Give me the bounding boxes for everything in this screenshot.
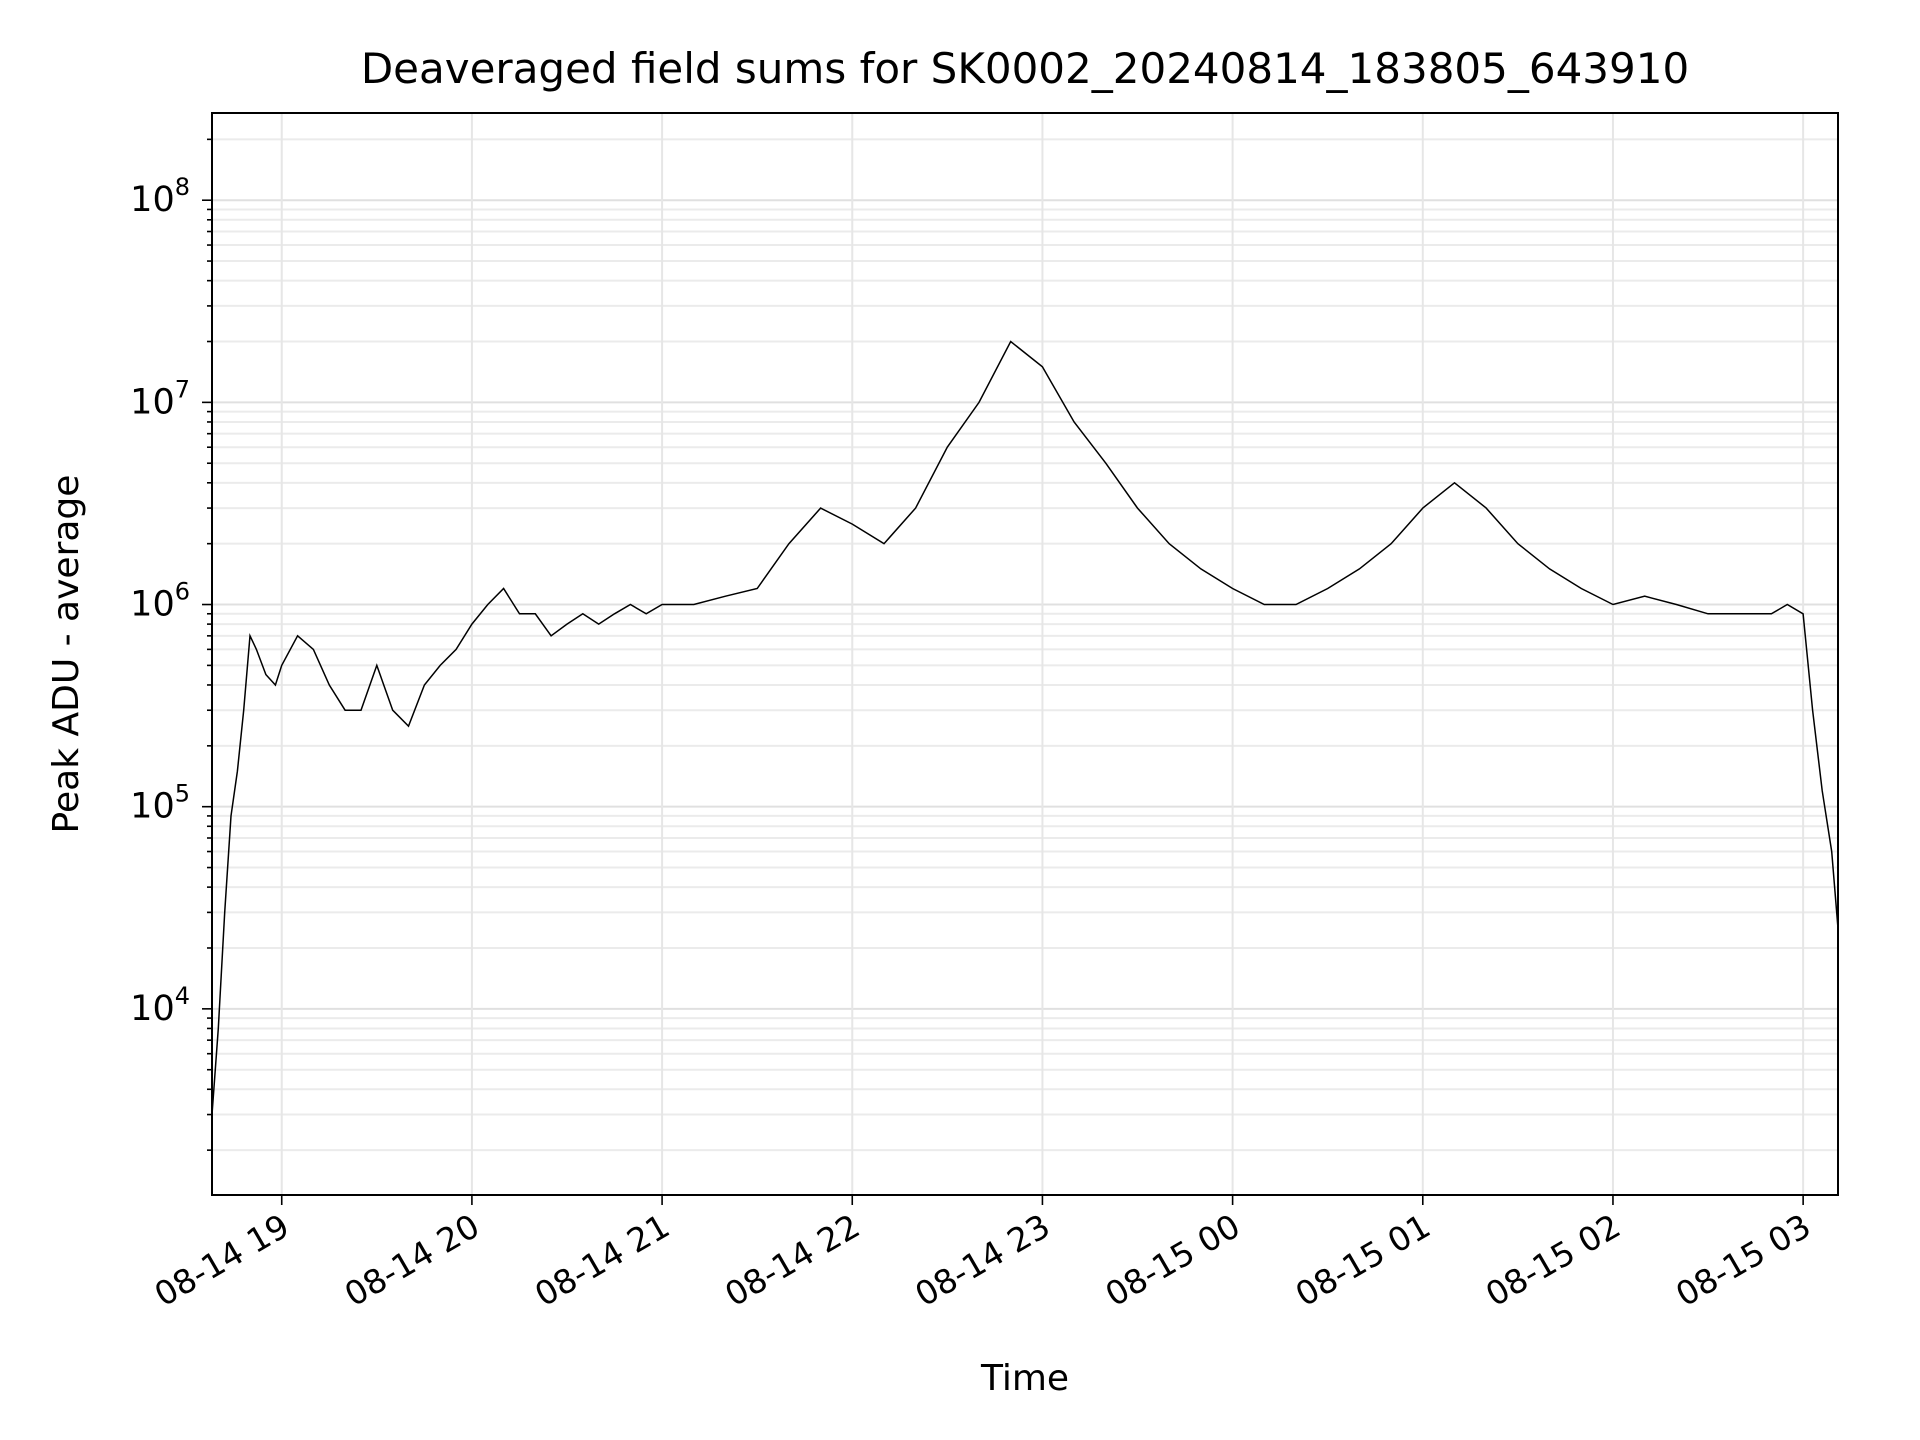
y-tick-label-exponent: 4 bbox=[175, 982, 190, 1010]
x-axis-label: Time bbox=[980, 1358, 1069, 1399]
y-tick-label: 105 bbox=[130, 780, 190, 827]
y-tick-label: 104 bbox=[130, 982, 190, 1029]
grid bbox=[212, 113, 1838, 1195]
y-tick-label: 108 bbox=[130, 173, 190, 220]
y-tick-label-base: 10 bbox=[130, 787, 175, 827]
series-line bbox=[211, 340, 1839, 1115]
y-tick-label-exponent: 5 bbox=[175, 780, 190, 808]
y-tick-label: 107 bbox=[130, 375, 190, 422]
plot-frame bbox=[211, 112, 1839, 1196]
y-tick-label-base: 10 bbox=[130, 585, 175, 625]
y-tick-label-exponent: 6 bbox=[175, 578, 190, 606]
y-tick-label-base: 10 bbox=[130, 989, 175, 1029]
y-tick-label-exponent: 8 bbox=[175, 173, 190, 201]
chart-title: Deaveraged field sums for SK0002_2024081… bbox=[361, 44, 1689, 93]
series-layer bbox=[211, 340, 1839, 1115]
y-axis-label: Peak ADU - average bbox=[46, 475, 87, 834]
y-tick-label-base: 10 bbox=[130, 382, 175, 422]
y-tick-label-exponent: 7 bbox=[175, 375, 190, 403]
y-tick-label-base: 10 bbox=[130, 180, 175, 220]
y-tick-label: 106 bbox=[130, 578, 190, 625]
